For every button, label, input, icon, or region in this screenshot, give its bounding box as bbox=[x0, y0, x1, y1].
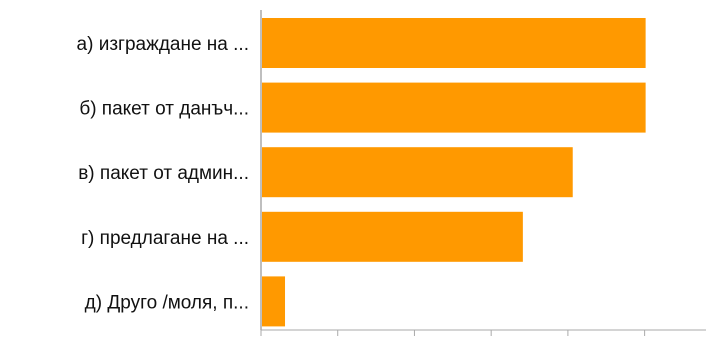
bar-3 bbox=[262, 147, 573, 198]
category-labels-group: а) изграждане на ... б) пакет от данъч...… bbox=[77, 34, 249, 313]
bar-4 bbox=[262, 211, 523, 262]
bar-2 bbox=[262, 82, 646, 133]
category-label-1: а) изграждане на ... bbox=[77, 34, 249, 55]
bar-5 bbox=[262, 276, 286, 327]
bar-1 bbox=[262, 18, 646, 68]
category-label-3: в) пакет от админ... bbox=[78, 163, 249, 184]
axes-group bbox=[260, 10, 706, 336]
category-label-4: г) предлагане на ... bbox=[81, 228, 249, 249]
category-label-2: б) пакет от данъч... bbox=[79, 99, 249, 120]
bars-group bbox=[262, 18, 646, 327]
category-label-5: д) Друго /моля, п... bbox=[85, 292, 249, 313]
